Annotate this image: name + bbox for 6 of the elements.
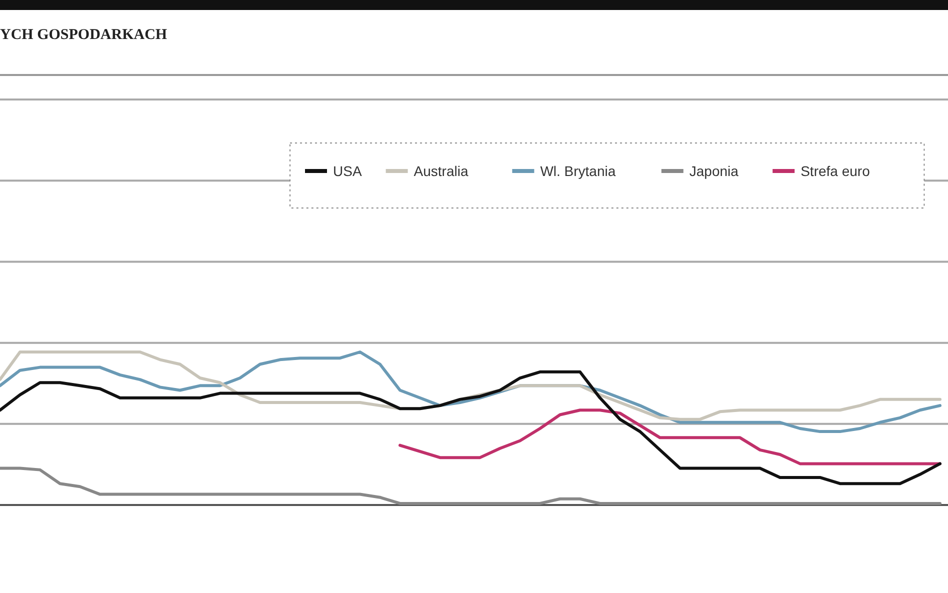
legend-label: Wl. Brytania [540,163,616,179]
legend-label: Japonia [689,163,739,179]
chart-title: YCH GOSPODARKACH [0,27,168,43]
legend-label: Australia [414,163,468,179]
legend-label: USA [333,163,362,179]
legend-label: Strefa euro [800,163,870,179]
